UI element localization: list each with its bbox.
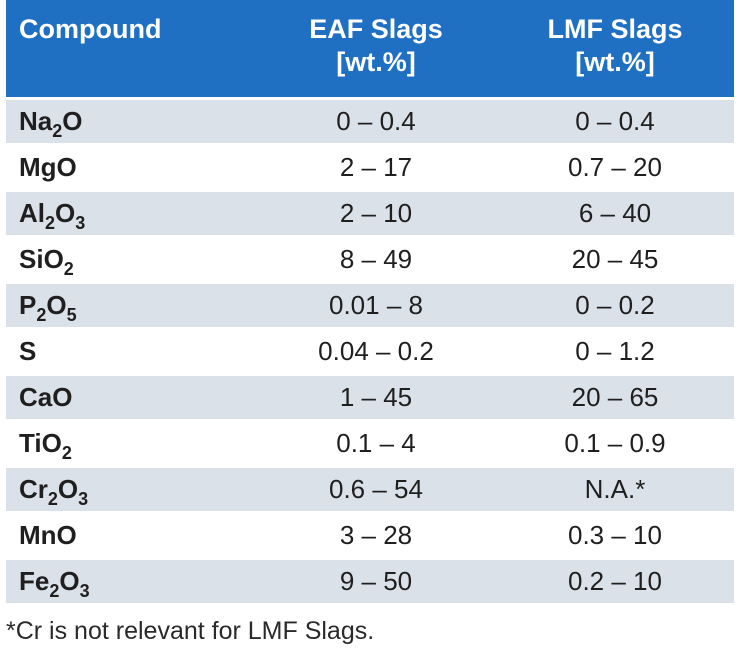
table-row: Cr2O3 0.6 – 54 N.A.* bbox=[6, 468, 734, 514]
table-header: Compound EAF Slags [wt.%] LMF Slags [wt.… bbox=[6, 0, 734, 100]
formula-text: O bbox=[55, 198, 76, 228]
slag-composition-table: Compound EAF Slags [wt.%] LMF Slags [wt.… bbox=[6, 0, 734, 606]
header-lmf-label: LMF Slags bbox=[547, 14, 683, 44]
compound-cell: SiO2 bbox=[6, 238, 256, 284]
formula-text: TiO bbox=[19, 428, 62, 458]
lmf-value-cell: 6 – 40 bbox=[496, 192, 734, 238]
formula-text: Cr bbox=[19, 474, 48, 504]
formula-subscript: 2 bbox=[52, 121, 63, 141]
formula-text: O bbox=[62, 106, 83, 136]
formula-text: Na bbox=[19, 106, 53, 136]
compound-cell: S bbox=[6, 330, 256, 376]
lmf-value-cell: 20 – 45 bbox=[496, 238, 734, 284]
eaf-value-cell: 0.6 – 54 bbox=[256, 468, 496, 514]
compound-cell: CaO bbox=[6, 376, 256, 422]
eaf-value-cell: 2 – 10 bbox=[256, 192, 496, 238]
eaf-value-cell: 1 – 45 bbox=[256, 376, 496, 422]
lmf-value-cell: N.A.* bbox=[496, 468, 734, 514]
formula-text: CaO bbox=[19, 382, 73, 412]
header-eaf-label: EAF Slags bbox=[309, 14, 443, 44]
table-row: Fe2O3 9 – 50 0.2 – 10 bbox=[6, 560, 734, 606]
table-row: Na2O 0 – 0.4 0 – 0.4 bbox=[6, 100, 734, 146]
formula-text: O bbox=[57, 474, 79, 504]
formula-subscript: 2 bbox=[49, 581, 60, 601]
formula-subscript: 2 bbox=[61, 443, 72, 463]
compound-cell: Al2O3 bbox=[6, 192, 256, 238]
formula-subscript: 2 bbox=[47, 489, 58, 509]
formula-text: SiO bbox=[19, 244, 64, 274]
formula-text: Al bbox=[19, 198, 45, 228]
formula-text: S bbox=[19, 336, 37, 366]
lmf-value-cell: 0 – 1.2 bbox=[496, 330, 734, 376]
formula-subscript: 2 bbox=[36, 305, 47, 325]
header-eaf-slags: EAF Slags [wt.%] bbox=[256, 0, 496, 100]
eaf-value-cell: 8 – 49 bbox=[256, 238, 496, 284]
table-row: SiO2 8 – 49 20 – 45 bbox=[6, 238, 734, 284]
formula-text: MnO bbox=[19, 520, 77, 550]
table-row: MnO 3 – 28 0.3 – 10 bbox=[6, 514, 734, 560]
formula-subscript: 2 bbox=[63, 259, 74, 279]
formula-text: Fe bbox=[19, 566, 50, 596]
table-row: CaO 1 – 45 20 – 65 bbox=[6, 376, 734, 422]
eaf-value-cell: 9 – 50 bbox=[256, 560, 496, 606]
formula-subscript: 2 bbox=[45, 213, 56, 233]
table-row: S 0.04 – 0.2 0 – 1.2 bbox=[6, 330, 734, 376]
eaf-value-cell: 0 – 0.4 bbox=[256, 100, 496, 146]
formula-text: O bbox=[59, 566, 80, 596]
lmf-value-cell: 0 – 0.2 bbox=[496, 284, 734, 330]
compound-cell: Fe2O3 bbox=[6, 560, 256, 606]
formula-text: P bbox=[19, 290, 37, 320]
compound-cell: TiO2 bbox=[6, 422, 256, 468]
header-compound-label: Compound bbox=[19, 14, 162, 44]
formula-text: MgO bbox=[19, 152, 77, 182]
eaf-value-cell: 0.1 – 4 bbox=[256, 422, 496, 468]
header-eaf-unit: [wt.%] bbox=[336, 47, 416, 77]
table-body: Na2O 0 – 0.4 0 – 0.4 MgO 2 – 17 0.7 – 20 Al2O3… bbox=[6, 100, 734, 606]
formula-subscript: 3 bbox=[78, 489, 89, 509]
footnote: *Cr is not relevant for LMF Slags. bbox=[6, 617, 375, 645]
compound-cell: MgO bbox=[6, 146, 256, 192]
eaf-value-cell: 3 – 28 bbox=[256, 514, 496, 560]
formula-subscript: 5 bbox=[66, 305, 77, 325]
slag-composition-table-container: Compound EAF Slags [wt.%] LMF Slags [wt.… bbox=[6, 0, 734, 606]
compound-cell: P2O5 bbox=[6, 284, 256, 330]
header-lmf-slags: LMF Slags [wt.%] bbox=[496, 0, 734, 100]
table-row: TiO2 0.1 – 4 0.1 – 0.9 bbox=[6, 422, 734, 468]
lmf-value-cell: 0.2 – 10 bbox=[496, 560, 734, 606]
compound-cell: Cr2O3 bbox=[6, 468, 256, 514]
compound-cell: Na2O bbox=[6, 100, 256, 146]
eaf-value-cell: 2 – 17 bbox=[256, 146, 496, 192]
table-row: MgO 2 – 17 0.7 – 20 bbox=[6, 146, 734, 192]
header-compound: Compound bbox=[6, 0, 256, 100]
lmf-value-cell: 0.7 – 20 bbox=[496, 146, 734, 192]
compound-cell: MnO bbox=[6, 514, 256, 560]
formula-subscript: 3 bbox=[79, 581, 90, 601]
eaf-value-cell: 0.04 – 0.2 bbox=[256, 330, 496, 376]
header-row: Compound EAF Slags [wt.%] LMF Slags [wt.… bbox=[6, 0, 734, 100]
table-row: Al2O3 2 – 10 6 – 40 bbox=[6, 192, 734, 238]
lmf-value-cell: 0 – 0.4 bbox=[496, 100, 734, 146]
formula-subscript: 3 bbox=[75, 213, 86, 233]
eaf-value-cell: 0.01 – 8 bbox=[256, 284, 496, 330]
lmf-value-cell: 0.3 – 10 bbox=[496, 514, 734, 560]
lmf-value-cell: 20 – 65 bbox=[496, 376, 734, 422]
header-lmf-unit: [wt.%] bbox=[575, 47, 655, 77]
lmf-value-cell: 0.1 – 0.9 bbox=[496, 422, 734, 468]
formula-text: O bbox=[46, 290, 67, 320]
